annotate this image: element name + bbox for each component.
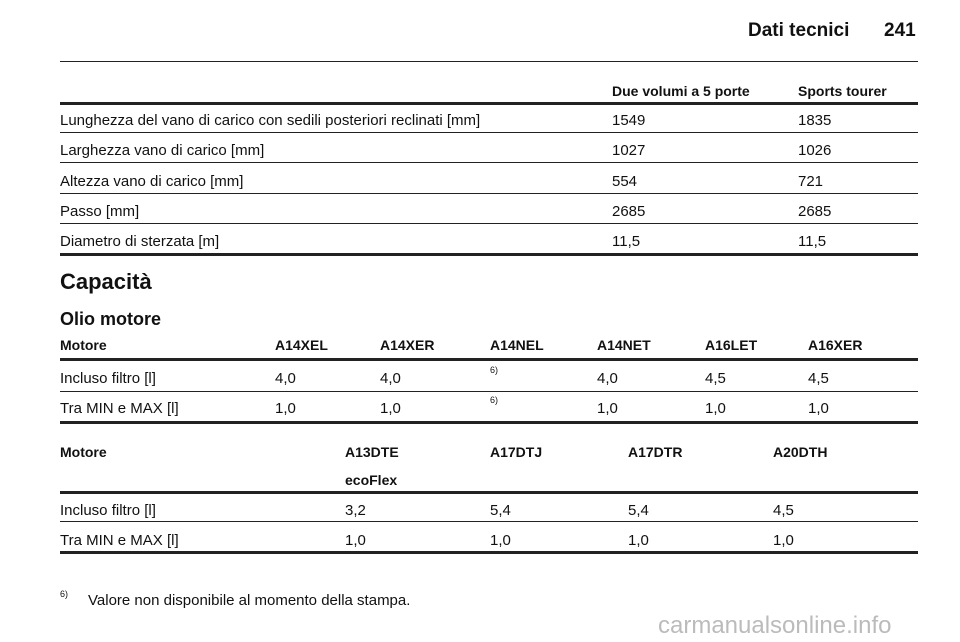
table-rule — [60, 551, 918, 554]
table-cell: 3,2 — [345, 502, 366, 519]
table-cell: 5,4 — [490, 502, 511, 519]
table-rule — [60, 102, 918, 105]
table-cell: 1,0 — [380, 400, 401, 417]
table-rule — [60, 162, 918, 164]
column-header: A20DTH — [773, 444, 828, 460]
table-cell: Diametro di sterzata [m] — [60, 233, 220, 251]
column-header: Due volumi a 5 porte — [612, 83, 750, 99]
table-cell: 4,5 — [808, 370, 829, 387]
table-rule — [60, 521, 918, 522]
column-header: A14XER — [380, 337, 435, 353]
column-header: A16XER — [808, 337, 863, 353]
table-rule — [60, 222, 918, 224]
column-header: A14NEL — [490, 337, 544, 353]
table-cell: 1,0 — [705, 400, 726, 417]
table-cell: 554 — [612, 172, 638, 190]
table-cell: Altezza vano di carico [mm] — [60, 172, 244, 190]
table-cell: Tra MIN e MAX [l] — [60, 532, 179, 549]
footnote-mark: 6) — [60, 589, 69, 599]
table-cell: 11,5 — [798, 233, 827, 251]
header-rule — [60, 61, 918, 62]
table-cell: Incluso filtro [l] — [60, 370, 156, 387]
column-header: Sports tourer — [798, 83, 887, 99]
table-rule — [60, 192, 918, 194]
column-header: A17DTJ — [490, 444, 543, 460]
table-cell: 5,4 — [628, 502, 649, 519]
section-subtitle: Olio motore — [60, 309, 162, 329]
column-header: A16LET — [705, 337, 758, 353]
column-header: A17DTR — [628, 444, 683, 460]
table-cell: 4,5 — [705, 370, 726, 387]
column-header: ecoFlex — [345, 472, 398, 488]
footnote-ref: 6) — [490, 365, 499, 375]
table-cell: 11,5 — [612, 233, 641, 251]
table-cell: 1,0 — [345, 532, 366, 549]
column-header: A14XEL — [275, 337, 328, 353]
table-cell: 1026 — [798, 142, 832, 160]
table-cell: 1,0 — [808, 400, 829, 417]
table-cell: 721 — [798, 172, 824, 190]
table-cell: 1,0 — [628, 532, 649, 549]
table-cell: 4,5 — [773, 502, 794, 519]
table-cell: Incluso filtro [l] — [60, 502, 156, 519]
column-header: A14NET — [597, 337, 651, 353]
table-cell: 1027 — [612, 142, 646, 160]
table-cell: 1,0 — [275, 400, 296, 417]
table-cell: 2685 — [612, 202, 646, 220]
table-cell: 2685 — [798, 202, 832, 220]
table-cell: 4,0 — [275, 370, 296, 387]
table-cell: 1,0 — [597, 400, 618, 417]
table-rule — [60, 421, 918, 424]
footnote-ref: 6) — [490, 395, 499, 405]
table-rule — [60, 358, 918, 361]
column-header: A13DTE — [345, 444, 399, 460]
section-title: Capacità — [60, 269, 152, 294]
page-number: 241 — [884, 20, 916, 41]
table-cell: Lunghezza del vano di carico con sedili … — [60, 112, 481, 129]
table-rule — [60, 491, 918, 494]
header-title: Dati tecnici — [748, 20, 850, 41]
watermark: carmanualsonline.info — [658, 612, 892, 639]
table-cell: 4,0 — [380, 370, 401, 387]
footnote-text: Valore non disponibile al momento della … — [88, 592, 411, 609]
table-cell: Larghezza vano di carico [mm] — [60, 142, 265, 160]
table-rule — [60, 253, 918, 257]
table-cell: Passo [mm] — [60, 202, 140, 220]
column-header: Motore — [60, 444, 107, 460]
table-cell: 1549 — [612, 112, 646, 129]
table-cell: 1,0 — [490, 532, 511, 549]
table-rule — [60, 132, 918, 133]
table-cell: 4,0 — [597, 370, 618, 387]
table-cell: 1835 — [798, 112, 832, 129]
column-header: Motore — [60, 337, 107, 353]
table-cell: 1,0 — [773, 532, 794, 549]
table-cell: Tra MIN e MAX [l] — [60, 400, 179, 417]
table-rule — [60, 391, 918, 392]
